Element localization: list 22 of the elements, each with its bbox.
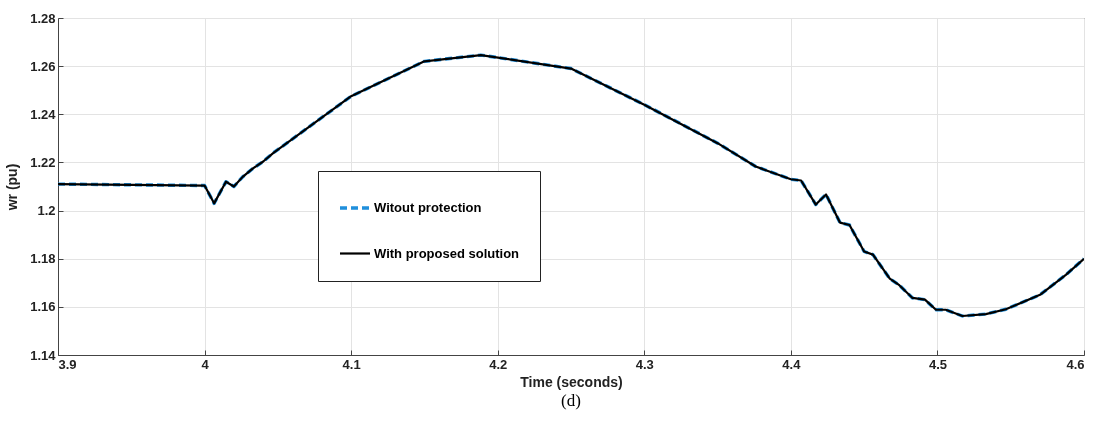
x-axis-title: Time (seconds) <box>520 373 623 390</box>
legend-label: Witout protection <box>374 200 482 215</box>
x-tick-label: 4.4 <box>782 356 802 372</box>
y-tick-label: 1.18 <box>30 251 56 267</box>
x-tick-label: 3.9 <box>58 356 77 372</box>
y-tick-label: 1.24 <box>30 106 57 122</box>
y-tick-label: 1.16 <box>30 299 56 315</box>
x-tick-label: 4.2 <box>489 356 508 372</box>
y-tick-label: 1.26 <box>30 58 56 74</box>
legend-label: With proposed solution <box>374 245 520 261</box>
y-tick-label: 1.2 <box>37 203 56 219</box>
y-tick-label: 1.28 <box>30 10 56 26</box>
y-tick-label: 1.14 <box>30 347 57 363</box>
y-tick-label: 1.22 <box>30 154 56 170</box>
x-tick-label: 4.5 <box>928 356 947 372</box>
x-tick-label: 4.1 <box>342 356 361 372</box>
x-tick-label: 4.6 <box>1066 356 1085 372</box>
x-tick-label: 4 <box>201 356 210 372</box>
line-series <box>58 53 1084 318</box>
y-axis-title: wr (pu) <box>4 163 21 212</box>
text: (d) <box>561 391 581 410</box>
x-tick-label: 4.3 <box>635 356 654 372</box>
